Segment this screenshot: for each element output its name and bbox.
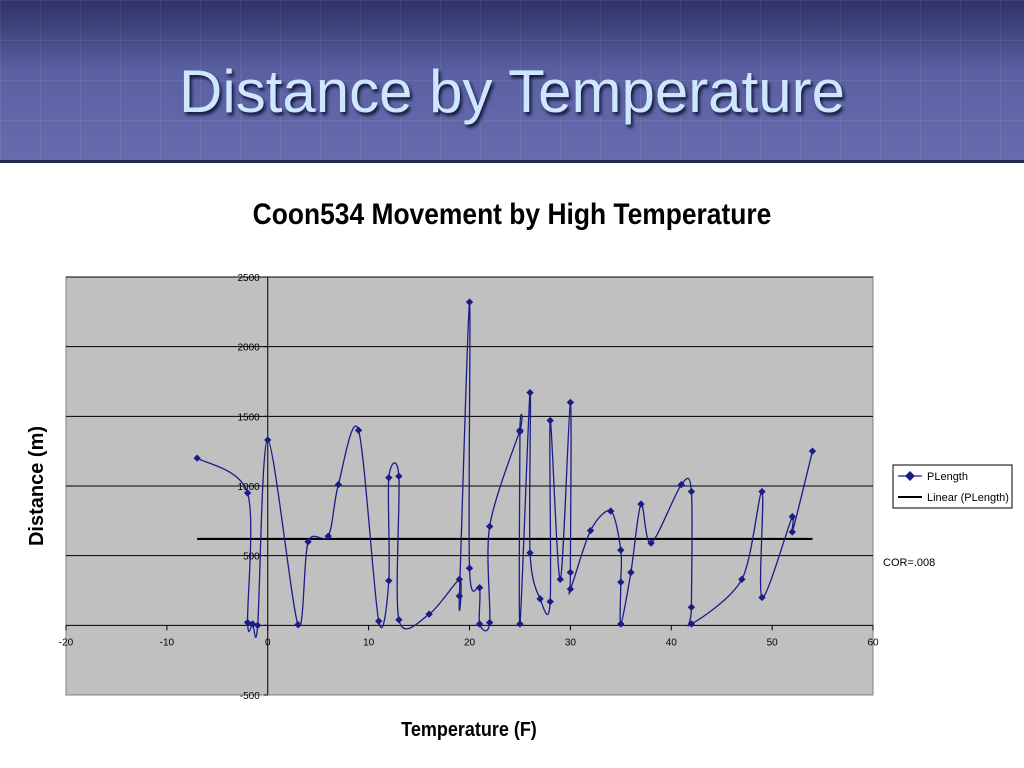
data-point (304, 538, 312, 546)
x-axis-label: Temperature (F) (401, 719, 537, 741)
data-point (425, 610, 433, 618)
data-point (566, 398, 575, 407)
y-tick-label: 500 (243, 552, 260, 563)
y-tick-label: 1500 (238, 412, 261, 423)
data-point (627, 568, 635, 577)
chart-title: Coon534 Movement by High Temperature (253, 196, 772, 230)
axes (65, 276, 874, 696)
x-tick-label: 30 (565, 637, 577, 648)
x-tick-label: 10 (363, 637, 375, 648)
data-point (395, 472, 403, 480)
x-tick-label: 20 (464, 637, 476, 648)
y-tick-label: 1000 (238, 482, 261, 493)
data-point (637, 500, 645, 508)
title-banner (0, 0, 1024, 160)
data-point (617, 578, 625, 586)
legend-label-plength: PLength (927, 471, 968, 483)
x-tick-label: 40 (666, 637, 678, 648)
data-point (758, 593, 766, 602)
correlation-annotation: COR=.008 (883, 557, 935, 569)
data-point (738, 575, 746, 584)
data-point (264, 436, 272, 444)
data-point (375, 617, 383, 625)
data-point (546, 416, 554, 425)
data-point (475, 620, 484, 628)
data-point (546, 597, 554, 606)
data-point (586, 526, 595, 535)
legend-label-linear: Linear (PLength) (927, 492, 1009, 504)
data-point (243, 489, 252, 497)
data-point (516, 620, 524, 628)
data-point (465, 564, 474, 572)
data-point (526, 549, 534, 557)
data-point (485, 522, 494, 531)
data-point (788, 528, 796, 536)
data-point (465, 298, 474, 306)
data-point (687, 620, 696, 628)
data-point (395, 616, 403, 624)
data-point (475, 584, 484, 592)
data-point (808, 447, 817, 455)
data-point (536, 595, 544, 603)
x-tick-label: -10 (160, 637, 175, 648)
data-point (354, 426, 363, 434)
data-point (385, 473, 393, 482)
y-tick-label: 2000 (238, 343, 261, 354)
y-tick-label: 2500 (238, 273, 261, 284)
data-point (617, 546, 625, 554)
x-tick-label: -20 (59, 637, 74, 648)
legend: PLength Linear (PLength) (892, 464, 1013, 509)
data-point (677, 480, 686, 489)
data-point (758, 487, 766, 496)
data-point (647, 539, 655, 547)
data-point (687, 487, 696, 496)
y-axis-label: Distance (m) (26, 426, 48, 546)
slide-title: Distance by Temperature (179, 58, 845, 125)
data-point (566, 585, 575, 593)
data-point (556, 575, 564, 584)
tick-labels: -500 500 1000 1500 2000 2500 -20 -10 0 10 20 30 40 50… (59, 273, 879, 702)
data-point (516, 427, 524, 436)
data-point (526, 388, 534, 397)
data-point (385, 577, 393, 585)
data-point (485, 618, 494, 627)
data-point (617, 620, 625, 628)
data-point (687, 603, 696, 611)
data-point (455, 575, 464, 584)
data-point (788, 512, 796, 521)
x-tick-label: 0 (265, 637, 271, 648)
legend-marker-plength (905, 471, 915, 481)
data-point (253, 621, 262, 630)
data-point (324, 532, 332, 540)
data-point (566, 568, 575, 577)
x-tick-label: 50 (767, 637, 779, 648)
y-tick-label: -500 (240, 691, 260, 702)
data-point (334, 480, 343, 489)
data-point (294, 620, 302, 629)
data-point (455, 592, 464, 600)
x-tick-label: 60 (867, 637, 879, 648)
data-point (193, 454, 201, 462)
legend-box (892, 464, 1013, 509)
banner-divider (0, 160, 1024, 163)
